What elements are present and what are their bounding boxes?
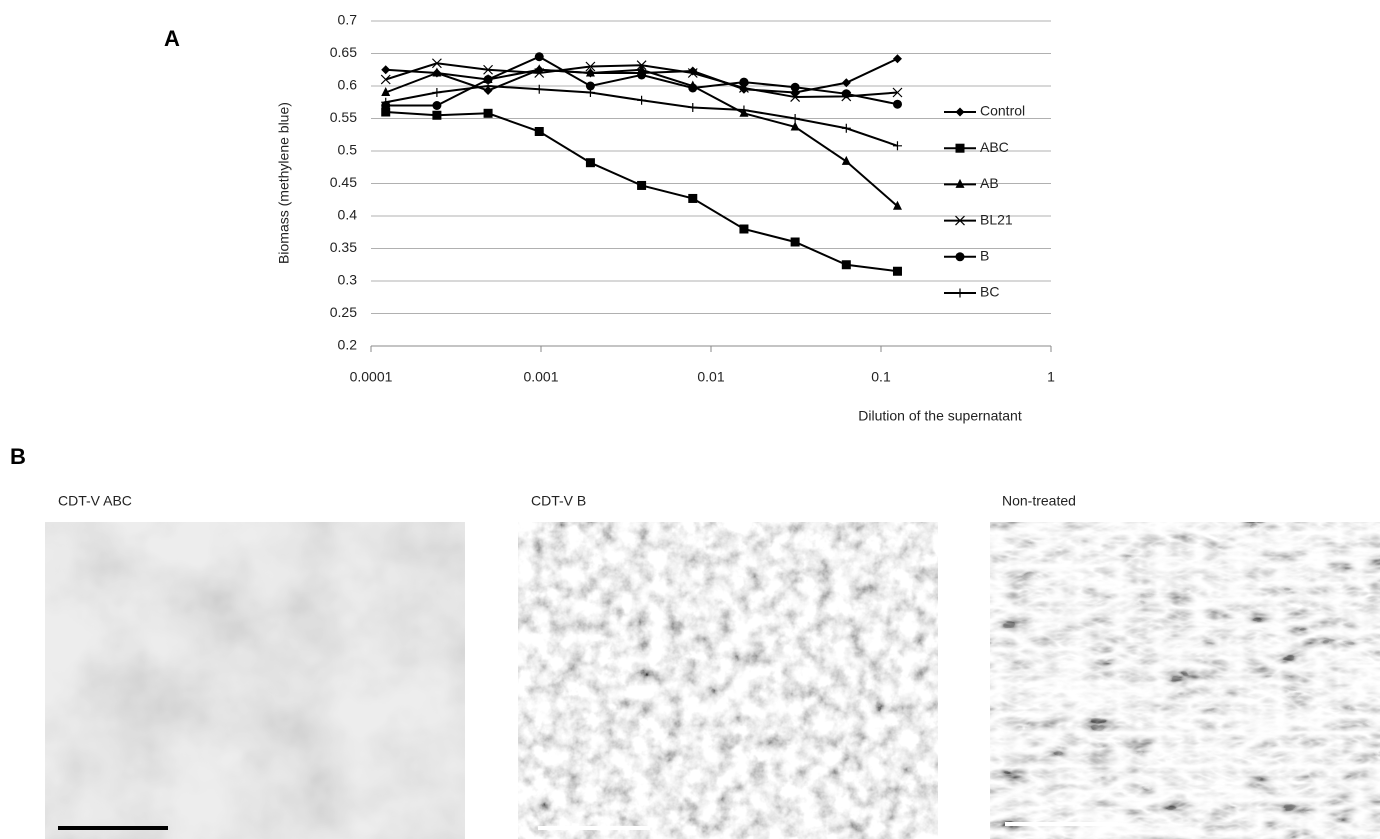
y-tick-label: 0.6 — [338, 77, 358, 93]
marker — [955, 252, 965, 262]
marker — [637, 70, 647, 80]
marker — [483, 81, 493, 91]
x-axis-label: Dilution of the supernatant — [858, 408, 1022, 424]
y-tick-label: 0.65 — [330, 44, 357, 60]
marker — [483, 75, 493, 84]
marker — [841, 123, 851, 133]
chart: Biomass (methylene blue) Dilution of the… — [276, 12, 1055, 424]
panel-label: A — [164, 26, 180, 51]
marker — [637, 180, 647, 190]
marker — [955, 143, 965, 153]
micrograph-caption: CDT-V B — [531, 493, 586, 509]
marker — [892, 99, 902, 109]
legend-label: AB — [980, 175, 999, 191]
x-tick-label: 0.01 — [697, 369, 724, 385]
marker — [955, 215, 965, 226]
marker — [687, 68, 698, 78]
marker — [688, 193, 698, 203]
marker — [534, 52, 544, 62]
legend-label: B — [980, 248, 989, 264]
marker — [955, 107, 965, 117]
x-tick-label: 0.0001 — [350, 369, 393, 385]
marker — [841, 78, 851, 88]
marker — [432, 101, 442, 110]
marker — [483, 108, 493, 118]
y-tick-label: 0.35 — [330, 239, 357, 255]
marker — [955, 178, 965, 188]
marker — [955, 288, 965, 298]
marker — [790, 237, 800, 247]
marker — [892, 200, 902, 210]
marker — [637, 95, 647, 105]
marker — [892, 54, 902, 64]
marker — [483, 64, 493, 75]
marker — [380, 74, 391, 85]
marker — [585, 67, 595, 77]
marker — [892, 87, 903, 98]
legend-label: ABC — [980, 139, 1009, 155]
marker — [841, 155, 851, 165]
marker — [431, 58, 442, 69]
marker — [892, 266, 902, 276]
marker — [739, 77, 749, 87]
y-tick-label: 0.7 — [338, 12, 358, 28]
micrograph — [45, 522, 465, 839]
micrograph-caption: Non-treated — [1002, 493, 1076, 509]
x-tick-label: 1 — [1047, 369, 1055, 385]
marker — [585, 88, 595, 97]
marker — [688, 83, 698, 93]
marker — [534, 68, 545, 78]
micrograph — [990, 522, 1380, 839]
marker — [841, 260, 851, 270]
marker — [534, 84, 544, 94]
marker — [432, 88, 442, 97]
marker — [790, 121, 800, 131]
marker — [585, 158, 595, 168]
marker — [739, 105, 749, 115]
y-tick-label: 0.4 — [338, 207, 358, 223]
marker — [636, 60, 647, 71]
x-tick-label: 0.001 — [523, 369, 558, 385]
marker — [841, 89, 851, 99]
marker — [790, 92, 801, 102]
marker — [790, 82, 800, 92]
y-tick-label: 0.25 — [330, 304, 357, 320]
legend-label: BC — [980, 284, 999, 300]
micrograph-caption: CDT-V ABC — [58, 493, 132, 509]
micrograph — [518, 522, 938, 839]
marker — [534, 127, 544, 136]
marker — [381, 65, 391, 75]
marker — [585, 81, 595, 91]
marker — [483, 86, 493, 96]
micrograph-tint — [45, 522, 465, 839]
marker — [637, 64, 647, 74]
series-line — [385, 111, 898, 273]
series-line — [385, 84, 898, 147]
marker — [892, 141, 902, 151]
y-tick-label: 0.5 — [338, 142, 358, 158]
marker — [739, 224, 749, 234]
marker — [432, 67, 442, 77]
panel-label: B — [10, 444, 26, 469]
y-tick-label: 0.2 — [338, 337, 358, 353]
marker — [790, 114, 800, 123]
marker — [381, 107, 391, 117]
legend-label: Control — [980, 103, 1025, 119]
marker — [381, 87, 391, 96]
marker — [381, 97, 391, 107]
marker — [688, 102, 698, 112]
marker — [585, 61, 596, 72]
marker — [432, 110, 442, 120]
y-tick-label: 0.3 — [338, 272, 358, 288]
y-tick-label: 0.45 — [330, 174, 357, 190]
y-tick-label: 0.55 — [330, 109, 357, 125]
legend-label: BL21 — [980, 211, 1013, 227]
y-axis-label: Biomass (methylene blue) — [276, 102, 292, 264]
x-tick-label: 0.1 — [871, 369, 891, 385]
